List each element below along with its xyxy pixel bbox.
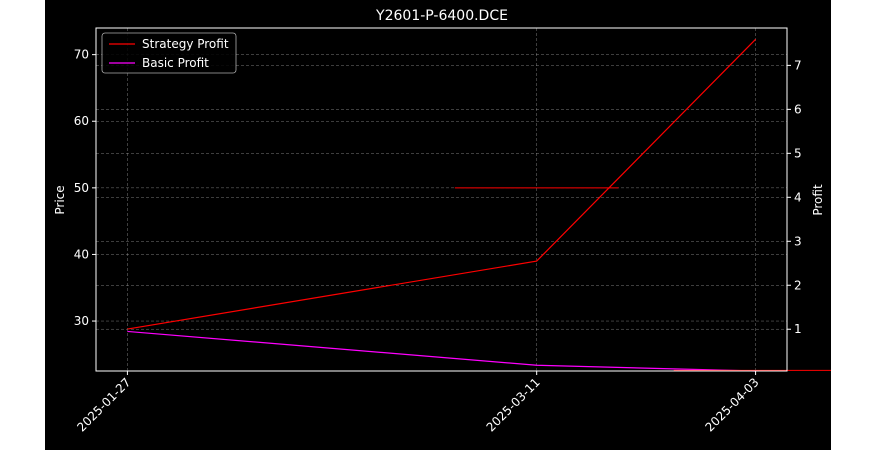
- grid-lines: [96, 28, 787, 371]
- legend-label: Strategy Profit: [142, 37, 229, 51]
- legend-box: [101, 32, 237, 74]
- left-tick-label: 70: [74, 48, 89, 62]
- legend: Strategy Profit Basic Profit: [101, 32, 237, 74]
- series-lines: [127, 38, 831, 372]
- chart-svg: Y2601-P-6400.DCE 30 40 50 60 70 1 2 3 4 5 6 7 2025…: [53, 8, 831, 434]
- right-tick-label: 7: [794, 58, 802, 72]
- right-tick-label: 1: [794, 322, 802, 336]
- left-tick-label: 30: [74, 314, 89, 328]
- right-axis-ticks: 1 2 3 4 5 6 7: [787, 58, 802, 336]
- x-tick-label: 2025-03-11: [484, 375, 543, 434]
- legend-label: Basic Profit: [142, 56, 209, 70]
- chart-title: Y2601-P-6400.DCE: [375, 8, 508, 24]
- plot-frame: [95, 27, 788, 372]
- left-tick-label: 50: [74, 181, 89, 195]
- x-axis-ticks: 2025-01-27 2025-03-11 2025-04-03: [74, 371, 762, 434]
- right-tick-label: 2: [794, 278, 802, 292]
- series-line-basic-profit: [127, 330, 756, 372]
- y-axis-label-left: Price: [53, 185, 67, 214]
- right-tick-label: 6: [794, 102, 802, 116]
- x-tick-label: 2025-01-27: [74, 375, 133, 434]
- chart-figure: Y2601-P-6400.DCE 30 40 50 60 70 1 2 3 4 5 6 7 2025…: [45, 0, 831, 450]
- left-axis-ticks: 30 40 50 60 70: [74, 48, 96, 328]
- right-tick-label: 5: [794, 146, 802, 160]
- right-tick-label: 3: [794, 234, 802, 248]
- left-tick-label: 60: [74, 114, 89, 128]
- y-axis-label-right: Profit: [811, 184, 825, 216]
- left-tick-label: 40: [74, 247, 89, 261]
- right-tick-label: 4: [794, 190, 802, 204]
- x-tick-label: 2025-04-03: [702, 375, 761, 434]
- series-line-strategy-profit: [127, 38, 757, 330]
